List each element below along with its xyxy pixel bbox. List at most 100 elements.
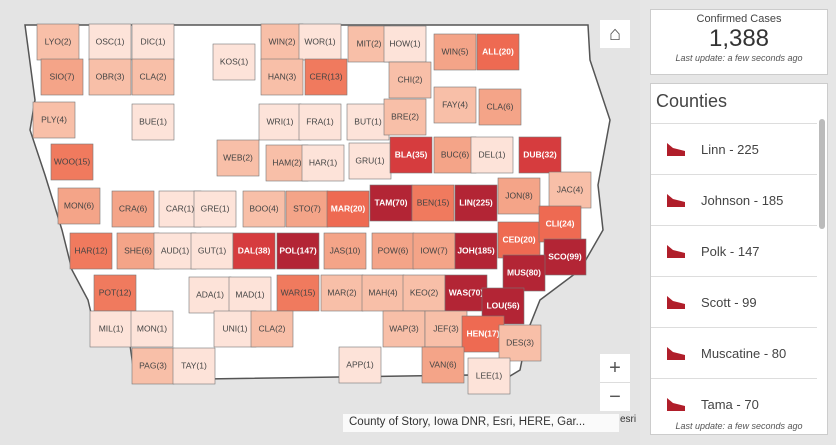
county-label: ALL(20) bbox=[482, 46, 514, 56]
county-label: OSC(1) bbox=[96, 36, 125, 46]
item-text: Johnson - 185 bbox=[701, 192, 784, 208]
county-label: BUC(6) bbox=[441, 149, 470, 159]
county bbox=[470, 136, 514, 174]
scrollbar bbox=[819, 119, 825, 229]
county-label: HAM(2) bbox=[272, 157, 301, 167]
county-label: KOS(1) bbox=[220, 56, 249, 66]
county-label: LYO(2) bbox=[45, 36, 72, 46]
county bbox=[369, 184, 413, 222]
county-label: SHE(6) bbox=[124, 245, 152, 255]
county-label: MUS(80) bbox=[507, 267, 541, 277]
item-icon bbox=[667, 398, 685, 411]
county bbox=[518, 136, 562, 174]
county-label: CLA(2) bbox=[259, 323, 286, 333]
county-label: WOR(1) bbox=[304, 36, 335, 46]
county bbox=[433, 136, 477, 174]
home-button[interactable]: ⌂ bbox=[600, 20, 630, 48]
county-label: PLY(4) bbox=[41, 114, 67, 124]
county-label: CHI(2) bbox=[397, 74, 422, 84]
county bbox=[213, 310, 257, 348]
county-label: TAY(1) bbox=[181, 360, 207, 370]
county bbox=[433, 86, 477, 124]
county-label: POL(147) bbox=[279, 245, 316, 255]
county bbox=[454, 232, 498, 270]
county-label: CER(13) bbox=[309, 71, 342, 81]
county-label: OBR(3) bbox=[96, 71, 125, 81]
county bbox=[476, 33, 520, 71]
list-item[interactable]: Scott - 99 bbox=[651, 277, 817, 328]
county bbox=[172, 347, 216, 385]
county bbox=[250, 310, 294, 348]
county bbox=[131, 103, 175, 141]
list-card: Counties Linn - 225 Johnson - 185 Polk - 1… bbox=[650, 83, 828, 435]
county-label: GRE(1) bbox=[201, 203, 230, 213]
county-label: BOO(4) bbox=[249, 203, 278, 213]
county bbox=[89, 310, 133, 348]
county-label: WIN(2) bbox=[269, 36, 296, 46]
zoom-in[interactable]: + bbox=[600, 354, 630, 383]
county bbox=[543, 238, 587, 276]
esri-logo: esri bbox=[620, 414, 637, 425]
county-label: POW(6) bbox=[378, 245, 409, 255]
list-item[interactable]: Linn - 225 bbox=[651, 124, 817, 175]
county bbox=[260, 23, 304, 61]
item-icon bbox=[667, 194, 685, 207]
county bbox=[301, 144, 345, 182]
county bbox=[88, 23, 132, 61]
county bbox=[36, 23, 80, 61]
county-label: WOO(15) bbox=[54, 156, 91, 166]
county-label: MIL(1) bbox=[99, 323, 124, 333]
summary-card: Confirmed Cases 1,388 Last update: a few… bbox=[650, 9, 828, 75]
county-label: TAM(70) bbox=[375, 197, 408, 207]
county bbox=[228, 276, 272, 314]
county-label: POT(12) bbox=[99, 287, 132, 297]
county bbox=[461, 315, 505, 353]
county bbox=[326, 190, 370, 228]
county bbox=[242, 190, 286, 228]
county-label: STO(7) bbox=[293, 203, 321, 213]
county bbox=[276, 274, 320, 312]
county bbox=[40, 58, 84, 96]
county-label: WAR(15) bbox=[281, 287, 316, 297]
county-label: BLA(35) bbox=[395, 149, 428, 159]
county bbox=[502, 254, 546, 292]
attribution: County of Story, Iowa DNR, Esri, HERE, G… bbox=[343, 414, 619, 432]
county bbox=[130, 310, 174, 348]
item-text: Muscatine - 80 bbox=[701, 345, 787, 361]
county bbox=[93, 274, 137, 312]
county bbox=[388, 61, 432, 99]
county-label: MAH(4) bbox=[368, 287, 397, 297]
county bbox=[212, 43, 256, 81]
zoom-out[interactable]: − bbox=[600, 383, 630, 411]
county bbox=[402, 274, 446, 312]
summary-title: Confirmed Cases bbox=[696, 13, 782, 25]
county-label: MAR(2) bbox=[327, 287, 356, 297]
list-item[interactable]: Tama - 70 bbox=[651, 379, 817, 421]
item-icon bbox=[667, 143, 685, 156]
county-label: PAG(3) bbox=[139, 360, 167, 370]
county-label: BUE(1) bbox=[139, 116, 167, 126]
county-label: MAD(1) bbox=[235, 289, 264, 299]
item-icon bbox=[667, 296, 685, 309]
county bbox=[232, 232, 276, 270]
county bbox=[260, 58, 304, 96]
county-label: SCO(99) bbox=[548, 251, 582, 261]
item-text: Scott - 99 bbox=[701, 294, 757, 310]
county-label: ADA(1) bbox=[196, 289, 224, 299]
county bbox=[383, 98, 427, 136]
county-label: DES(3) bbox=[506, 337, 534, 347]
list-item[interactable]: Muscatine - 80 bbox=[651, 328, 817, 379]
list-item[interactable]: Johnson - 185 bbox=[651, 175, 817, 226]
county-label: WEB(2) bbox=[223, 152, 253, 162]
county bbox=[421, 346, 465, 384]
county-label: CLA(2) bbox=[140, 71, 167, 81]
county-label: MAR(20) bbox=[331, 203, 366, 213]
county bbox=[371, 232, 415, 270]
item-text: Polk - 147 bbox=[701, 243, 760, 259]
county bbox=[444, 274, 488, 312]
county bbox=[116, 232, 160, 270]
county-label: MIT(2) bbox=[356, 38, 381, 48]
list-item[interactable]: Polk - 147 bbox=[651, 226, 817, 277]
county bbox=[298, 103, 342, 141]
